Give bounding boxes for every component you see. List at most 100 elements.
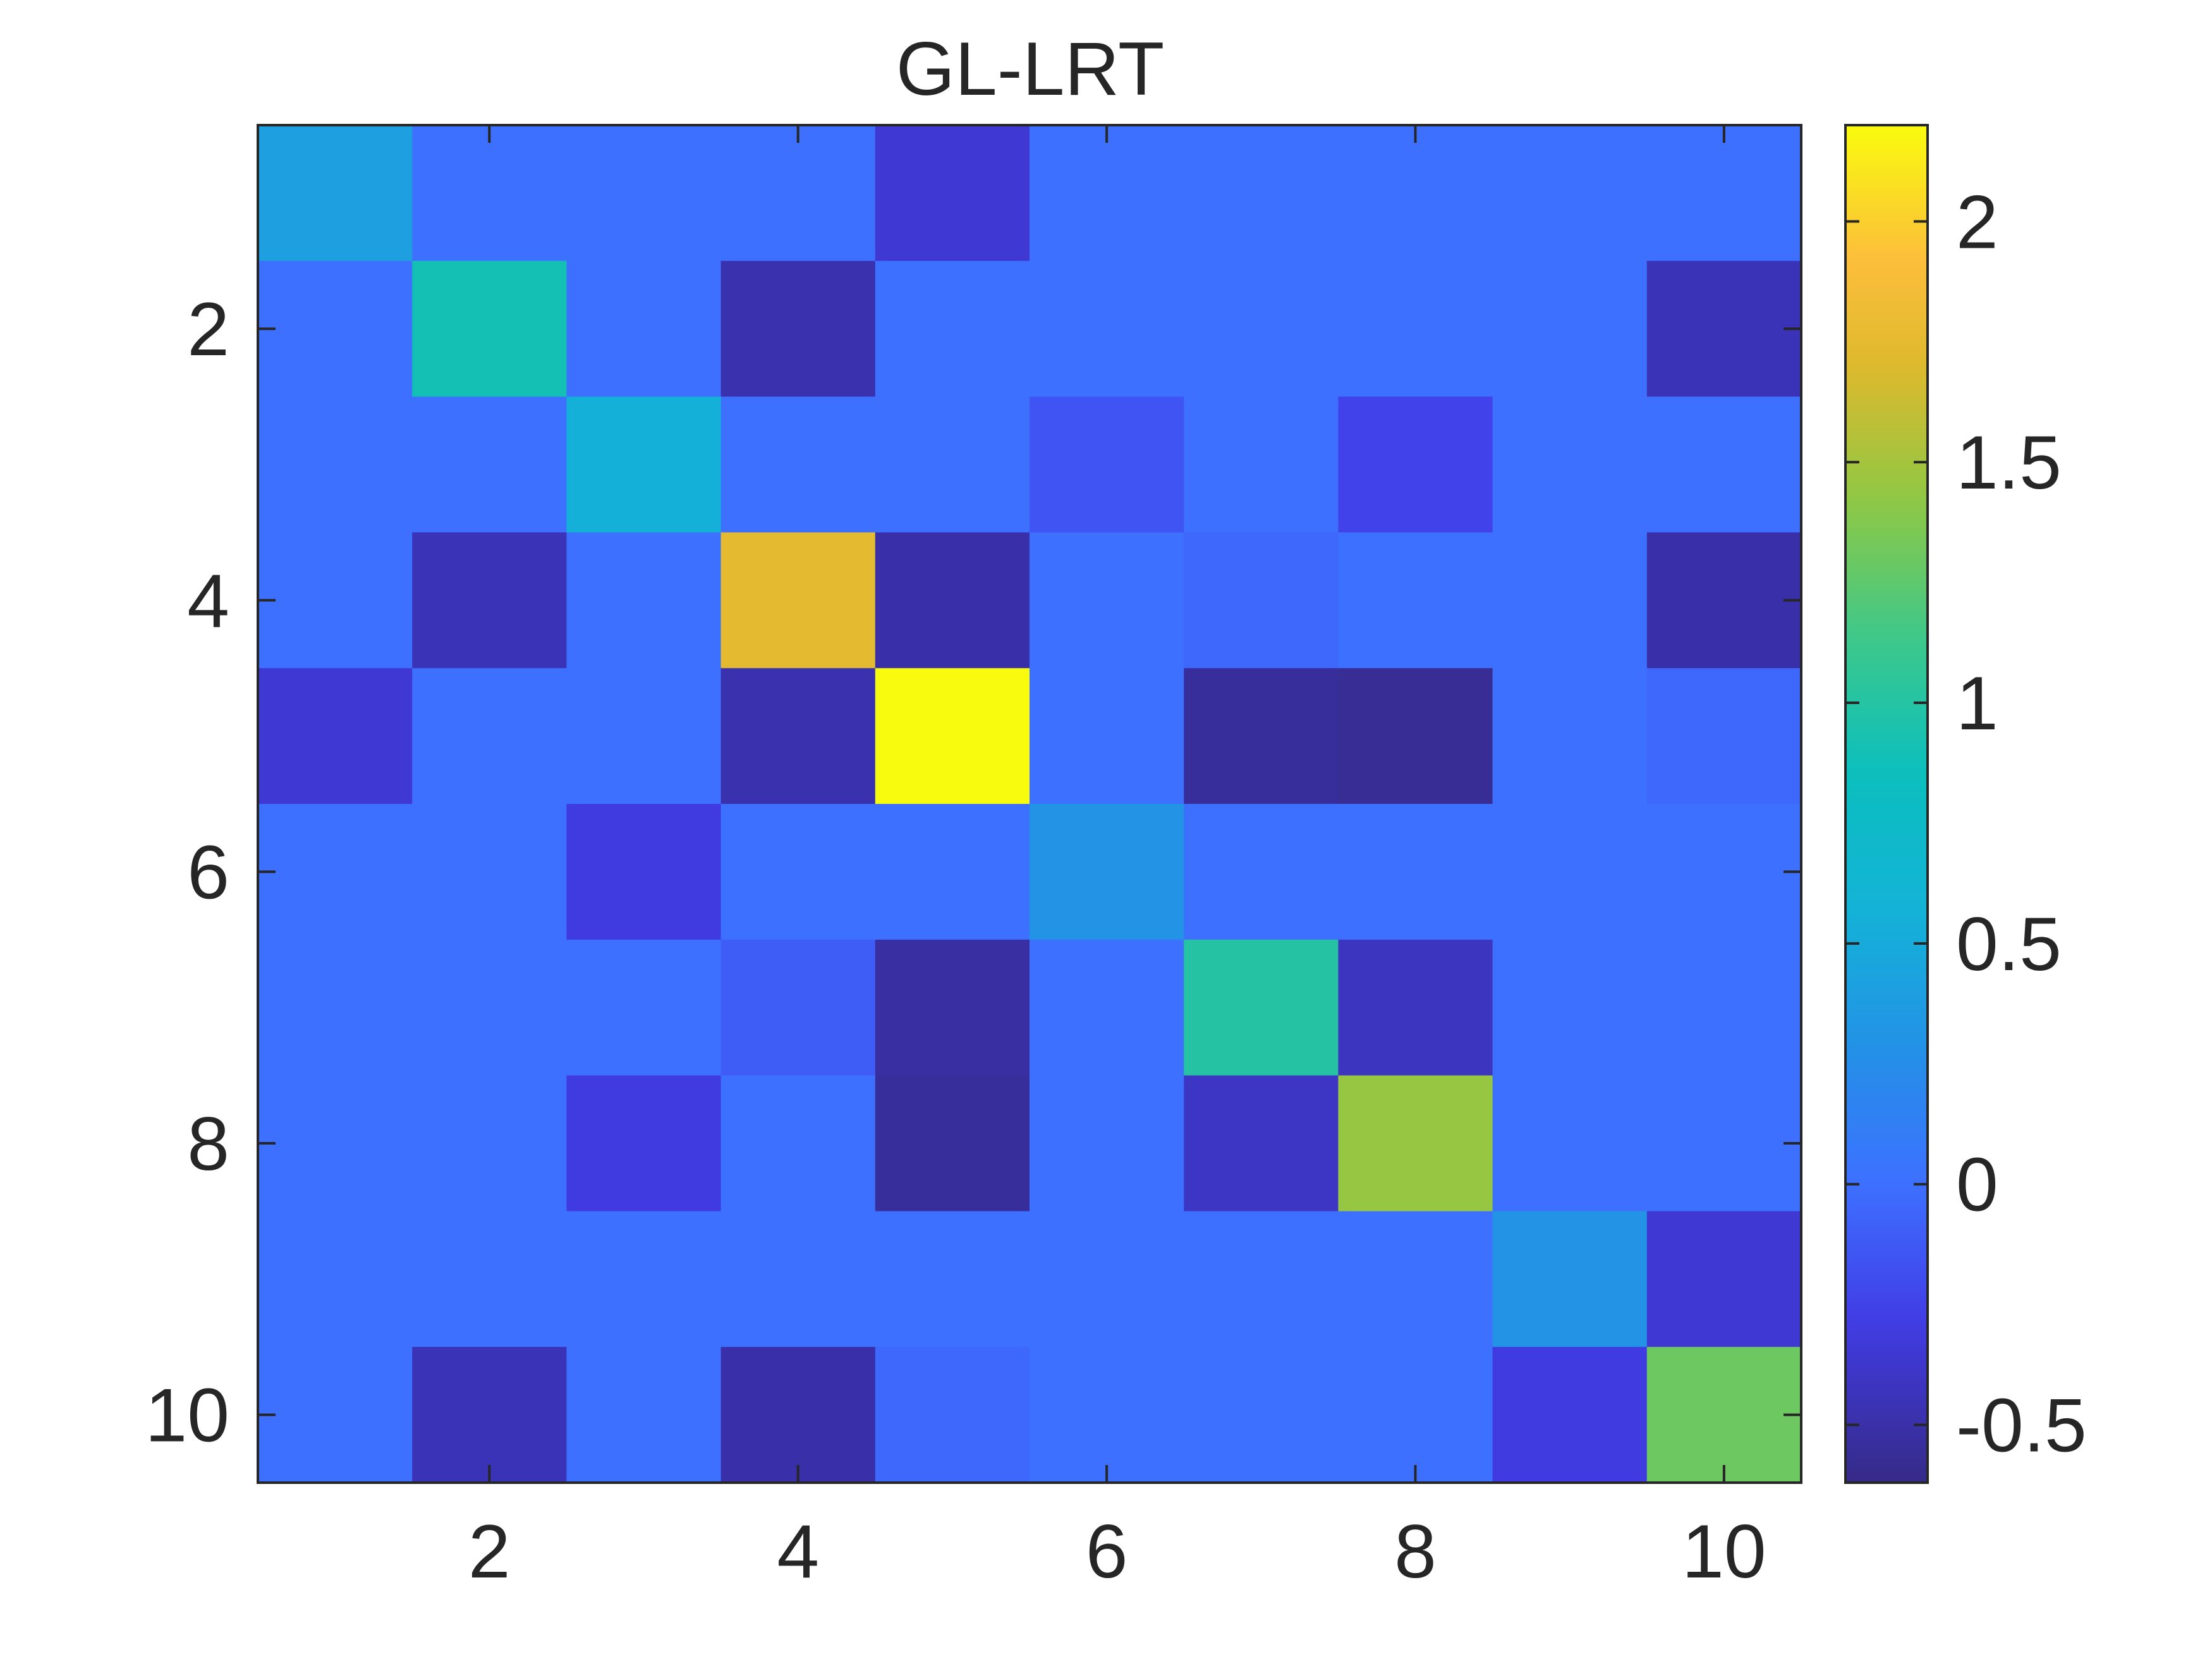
heatmap-cell [566, 532, 722, 669]
heatmap-cell [412, 1347, 567, 1483]
colorbar-tick-label: 1 [1956, 661, 1998, 746]
heatmap-cell [1646, 532, 1802, 669]
heatmap-cell [1492, 1347, 1648, 1483]
heatmap-cell [1184, 125, 1339, 262]
heatmap-cell [1030, 1347, 1184, 1483]
heatmap-cell [258, 125, 413, 262]
heatmap-cell [1646, 668, 1802, 805]
heatmap-cell [412, 804, 567, 940]
heatmap-cell [412, 396, 567, 533]
heatmap-cell [1030, 532, 1184, 669]
heatmap-cell [1338, 396, 1493, 533]
y-tick-label: 10 [145, 1373, 229, 1458]
heatmap-cell [412, 1211, 567, 1347]
heatmap-cell [566, 668, 722, 805]
heatmap-cell [1184, 1347, 1339, 1483]
heatmap-cell [1184, 396, 1339, 533]
heatmap-cell [1338, 668, 1493, 805]
heatmap-cell [875, 804, 1030, 940]
heatmap-cell [875, 668, 1030, 805]
heatmap-cell [412, 532, 567, 669]
heatmap-cell [1030, 396, 1184, 533]
x-tick-label: 8 [1394, 1509, 1437, 1594]
heatmap-cell [1338, 804, 1493, 940]
colorbar-tick-label: 2 [1956, 179, 1998, 264]
heatmap-cell [1492, 668, 1648, 805]
heatmap-cell [1184, 260, 1339, 398]
heatmap-cell [875, 125, 1030, 262]
y-tick-label: 6 [187, 830, 229, 915]
colorbar-tick-label: 1.5 [1956, 420, 2062, 505]
heatmap-cell [1338, 125, 1493, 262]
heatmap-cell [1338, 532, 1493, 669]
heatmap-cell [1030, 1211, 1184, 1347]
heatmap-cell [566, 396, 722, 533]
heatmap-cell [720, 260, 876, 398]
heatmap-cell [720, 396, 876, 533]
heatmap-cell [1646, 1211, 1802, 1347]
heatmap-cell [875, 396, 1030, 533]
heatmap-cell [258, 396, 413, 533]
heatmap-cell [875, 532, 1030, 669]
heatmap-cell [1030, 668, 1184, 805]
heatmap-cell [1030, 125, 1184, 262]
heatmap-cell [566, 1347, 722, 1483]
colorbar-tick-label: 0.5 [1956, 902, 2062, 987]
heatmap-cell [1184, 668, 1339, 805]
heatmap-cell [1646, 1075, 1802, 1212]
heatmap-cell [1492, 1075, 1648, 1212]
heatmap-cell [412, 939, 567, 1076]
heatmap-cell [1030, 1075, 1184, 1212]
colorbar-frame [1844, 124, 1929, 1484]
heatmap-cell [720, 125, 876, 262]
heatmap-cell [1492, 260, 1648, 398]
heatmap-cell [875, 1075, 1030, 1212]
heatmap-cell [1030, 939, 1184, 1076]
heatmap-cell [1646, 125, 1802, 262]
heatmap-cell [1184, 1075, 1339, 1212]
heatmap-cell [566, 1211, 722, 1347]
heatmap-cell [720, 1211, 876, 1347]
heatmap-cell [1030, 804, 1184, 940]
plot-axes-frame [257, 124, 1802, 1484]
heatmap-cell [1338, 260, 1493, 398]
colorbar-tick-label: -0.5 [1956, 1383, 2087, 1468]
heatmap-cell [412, 260, 567, 398]
heatmap-cell [1030, 260, 1184, 398]
heatmap-cell [566, 125, 722, 262]
x-tick-label: 10 [1682, 1509, 1766, 1594]
colorbar [1845, 125, 1928, 1483]
heatmap-cell [1646, 1347, 1802, 1483]
y-tick-label: 8 [187, 1102, 229, 1186]
heatmap-cell [412, 1075, 567, 1212]
heatmap-cell [1646, 260, 1802, 398]
heatmap-cell [258, 668, 413, 805]
chart-title: GL-LRT [896, 27, 1165, 111]
heatmap-cell [412, 668, 567, 805]
heatmap-cell [1338, 1075, 1493, 1212]
colorbar-axis: -0.5 0 0.5 1 1.5 2 [1845, 179, 2087, 1468]
x-tick-label: 4 [777, 1509, 819, 1594]
y-tick-label: 4 [187, 559, 229, 643]
heatmap-cell [258, 804, 413, 940]
heatmap-cell [1184, 1211, 1339, 1347]
heatmap-cells [258, 125, 1802, 1483]
heatmap-cell [566, 804, 722, 940]
heatmap-cell [258, 1347, 413, 1483]
heatmap-cell [412, 125, 567, 262]
heatmap-cell [1184, 939, 1339, 1076]
heatmap-cell [1338, 1347, 1493, 1483]
heatmap-cell [1646, 396, 1802, 533]
heatmap-cell [1492, 804, 1648, 940]
heatmap-cell [1492, 1211, 1648, 1347]
heatmap-cell [875, 1347, 1030, 1483]
x-tick-label: 6 [1086, 1509, 1128, 1594]
y-axis: 2 4 6 8 10 [145, 287, 1801, 1458]
heatmap-cell [720, 668, 876, 805]
heatmap-cell [720, 1075, 876, 1212]
heatmap-cell [258, 939, 413, 1076]
heatmap-cell [566, 939, 722, 1076]
heatmap-cell [1184, 804, 1339, 940]
heatmap-cell [1646, 939, 1802, 1076]
heatmap-cell [1184, 532, 1339, 669]
